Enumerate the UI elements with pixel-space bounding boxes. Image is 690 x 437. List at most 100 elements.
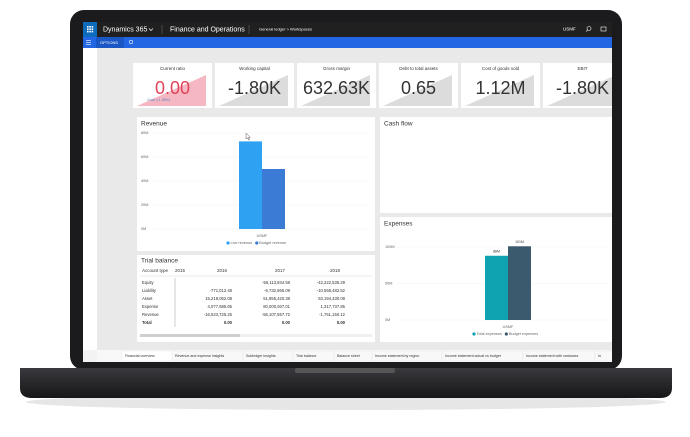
cell: 4,077,685.65 (208, 304, 233, 309)
y-tick-label: 80M (141, 131, 148, 135)
cell: -10,558,482.52 (317, 288, 346, 293)
tab-label[interactable]: Revenue and expense insights (175, 354, 224, 358)
kpi-title: Working capital (239, 66, 270, 71)
cell: 80,000,937.01 (263, 304, 290, 309)
y-tick-label: 40M (141, 179, 148, 183)
legend-swatch[interactable] (255, 241, 259, 245)
tab-label[interactable]: Balance sheet (337, 354, 360, 358)
tab-label[interactable]: Income statement actual vs budget (445, 354, 501, 358)
row-label: Asset (142, 296, 153, 301)
row-label: Expense (142, 304, 159, 309)
company[interactable]: USMF (563, 27, 576, 32)
chevron (148, 28, 154, 31)
app-name[interactable]: Dynamics 365 (103, 26, 147, 33)
y-tick-label: 50M (385, 282, 392, 286)
kpi-title: Gross margin (323, 66, 351, 71)
kpi-sparkline (547, 76, 612, 106)
cell: -56,113,934.58 (262, 280, 291, 285)
cell: -42,222,535.29 (317, 280, 346, 285)
cell: -1,751,150.12 (319, 312, 346, 317)
row-label: Revenue (142, 312, 159, 317)
row-label: Equity (142, 280, 155, 285)
kpi-value: 632.63K (303, 78, 370, 98)
side-rail (83, 48, 97, 350)
search-icon[interactable] (586, 26, 592, 31)
tab-label[interactable]: In (598, 354, 601, 358)
cell: -6,732,865.09 (264, 288, 291, 293)
cell: 0.00 (282, 320, 291, 325)
laptop-base (20, 368, 672, 398)
tab-label[interactable]: Financial overview (125, 354, 155, 358)
legend-label[interactable]: Budget expenses (509, 332, 538, 336)
bar (508, 246, 531, 320)
cell: -771,012.48 (210, 288, 233, 293)
legend-label[interactable]: Live revenue (231, 241, 253, 245)
cursor (245, 132, 251, 141)
column-header[interactable]: 2017 (275, 268, 286, 273)
column-header[interactable]: 2018 (330, 268, 341, 273)
menu-icon[interactable] (86, 40, 91, 45)
breadcrumb[interactable]: General ledger > Workspaces (259, 27, 312, 32)
kpi-sparkline (219, 75, 288, 106)
panel-title: Revenue (141, 121, 167, 128)
message-icon[interactable] (600, 26, 607, 32)
kpi-title: Debt to total assets (399, 66, 438, 71)
kpi-title: EBIT (577, 66, 587, 71)
cell: 0.00 (224, 320, 233, 325)
panel-title: Trial balance (141, 258, 178, 265)
action-search[interactable] (128, 39, 134, 45)
cell: 53,194,430.08 (318, 296, 345, 301)
action-bar (83, 37, 612, 48)
x-tick-label: USMF (503, 325, 514, 329)
kpi-value: -1.80K (556, 78, 609, 98)
bar (239, 141, 262, 229)
kpi-value: -1.80K (228, 78, 281, 98)
legend-swatch[interactable] (504, 332, 508, 336)
data-label: 88M (493, 250, 500, 254)
search-icon-handle (585, 29, 588, 32)
cell: -16,523,725.25 (204, 312, 233, 317)
row-label: Liability (142, 288, 157, 293)
x-tick-label: USMF (257, 234, 268, 238)
laptop-notch (295, 368, 395, 373)
y-tick-label: 0M (141, 227, 146, 231)
tab-label[interactable]: Trial balance (296, 354, 316, 358)
y-tick-label: 0M (385, 318, 390, 322)
legend-label[interactable]: Budget revenue (259, 241, 286, 245)
waffle-icon (87, 26, 94, 33)
column-header[interactable]: 2016 (217, 268, 228, 273)
kpi-sparkline (137, 75, 206, 106)
tab-label[interactable]: Income statement by region (375, 354, 419, 358)
panel-title: Cash flow (384, 121, 413, 128)
bar (485, 255, 508, 320)
data-label: 101M (515, 240, 524, 244)
cell: -56,107,557.72 (262, 312, 291, 317)
options-button[interactable] (96, 37, 124, 48)
scrollbar-thumb[interactable] (140, 334, 240, 337)
tab-label[interactable]: Subledger insights (246, 354, 276, 358)
nav-bar (83, 22, 612, 37)
panel-title: Expenses (384, 221, 413, 228)
legend-swatch[interactable] (472, 332, 476, 336)
kpi-value: 1.12M (475, 78, 525, 98)
kpi-sparkline (383, 75, 452, 106)
trial-balance-panel (137, 255, 375, 342)
kpi-value: 0.00 (155, 78, 190, 98)
y-tick-label: 60M (141, 155, 148, 159)
legend-swatch[interactable] (226, 241, 230, 245)
kpi-title: Current ratio (160, 66, 186, 71)
column-header[interactable]: 2015 (175, 268, 186, 273)
cell: 0.00 (337, 320, 346, 325)
column-header[interactable]: Account type (142, 268, 169, 273)
kpi-sparkline (465, 75, 534, 106)
legend-label[interactable]: Total expenses (477, 332, 502, 336)
screen: Dynamics 365 Finance and Operations Gene… (83, 22, 617, 362)
module-name: Finance and Operations (170, 26, 245, 33)
tab[interactable] (594, 350, 617, 362)
row-label: Total (142, 320, 152, 325)
scrollbar[interactable] (140, 334, 372, 337)
options-label[interactable]: OPTIONS (100, 40, 118, 45)
tab-label[interactable]: Income statement with variances (526, 354, 579, 358)
